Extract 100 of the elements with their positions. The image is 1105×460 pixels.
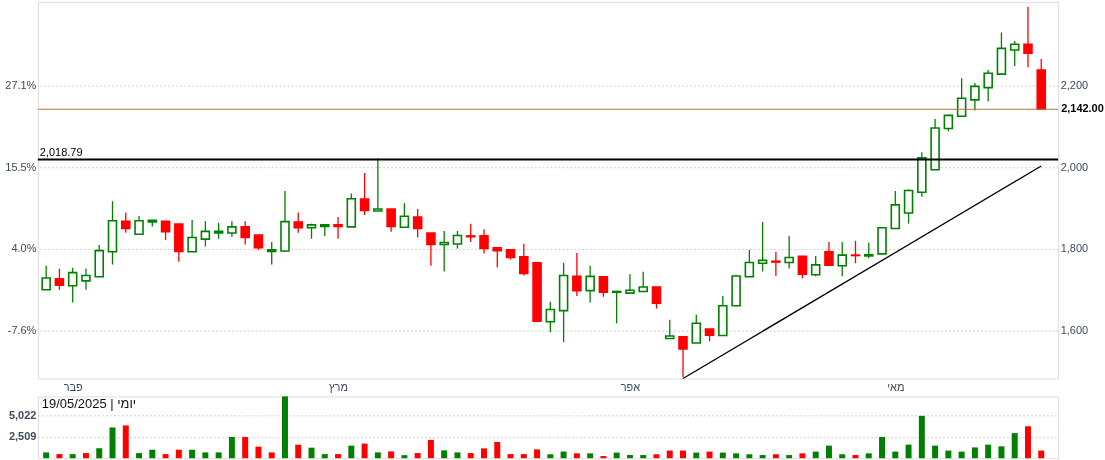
bar	[640, 455, 647, 459]
bar	[865, 453, 872, 459]
bar	[202, 452, 209, 459]
bar	[998, 446, 1005, 459]
y-tick-label: 1,600	[1060, 324, 1089, 337]
bar	[573, 453, 580, 459]
bar	[427, 439, 434, 459]
candlestick	[293, 211, 304, 234]
x-tick-label: מרץ	[329, 380, 348, 393]
ref-line-label: 2,018.79	[39, 145, 83, 158]
bar	[587, 453, 594, 459]
bar	[467, 453, 474, 459]
candlestick	[970, 82, 980, 112]
candlestick	[625, 273, 635, 294]
candlestick	[187, 219, 197, 253]
candlestick	[1023, 6, 1033, 68]
annotation: יומי | 19/05/2025	[41, 396, 137, 412]
bar	[799, 453, 806, 459]
bar	[918, 415, 925, 459]
bar	[520, 454, 527, 459]
candlestick	[824, 241, 834, 267]
bar	[162, 454, 169, 459]
candlestick	[572, 252, 582, 297]
candlestick	[399, 202, 410, 229]
y-tick-label: 1,800	[1060, 242, 1089, 255]
y2-tick-label: -7.6%	[7, 324, 37, 337]
candlestick	[956, 77, 967, 118]
bar	[295, 444, 302, 459]
bar	[905, 444, 912, 459]
ref-line-label: 2,142.00	[1061, 102, 1104, 115]
candlestick	[585, 265, 595, 304]
bar	[706, 451, 713, 459]
candlestick	[412, 208, 423, 239]
candlestick	[479, 228, 489, 255]
bar	[228, 436, 235, 459]
bar	[600, 456, 607, 459]
bar	[149, 449, 156, 459]
bar	[43, 452, 50, 459]
candlestick	[771, 251, 781, 277]
x-tick-label: מאי	[887, 380, 905, 393]
bar	[985, 444, 992, 459]
candlestick	[1009, 40, 1020, 67]
y2-tick-label: 27.1%	[5, 79, 37, 92]
candlestick	[691, 314, 702, 344]
bar	[825, 445, 832, 459]
bar	[746, 454, 753, 459]
bar	[666, 450, 673, 459]
bar	[255, 446, 262, 459]
x-tick-label: פבר	[63, 380, 84, 393]
bar	[361, 443, 368, 459]
candlestick	[664, 318, 675, 340]
bar	[613, 452, 620, 459]
y2-tick-label: 15.5%	[5, 161, 37, 174]
candlestick	[784, 235, 794, 270]
bar	[812, 451, 819, 459]
bar	[401, 455, 408, 459]
candlestick	[120, 211, 131, 234]
candlestick	[333, 216, 343, 240]
candlestick	[903, 188, 914, 225]
candlestick	[266, 241, 277, 266]
bar	[680, 450, 687, 459]
bar	[481, 448, 487, 459]
candlestick	[837, 241, 848, 277]
candlestick	[598, 275, 609, 298]
bar	[242, 436, 249, 459]
candlestick	[465, 222, 476, 243]
bar	[348, 445, 355, 459]
candlestick	[67, 267, 78, 304]
bar	[507, 454, 514, 459]
candlestick	[744, 249, 755, 278]
candlestick	[890, 190, 901, 230]
candlestick	[439, 230, 449, 273]
candlestick	[160, 220, 171, 241]
candlestick	[492, 246, 503, 268]
bar	[560, 451, 567, 459]
bar	[189, 449, 196, 459]
bar	[82, 453, 89, 459]
bar	[1011, 433, 1018, 459]
bar	[96, 448, 103, 459]
bar	[626, 455, 633, 459]
candlestick	[386, 208, 396, 233]
candlestick	[678, 336, 688, 378]
bar	[547, 454, 554, 459]
bar	[693, 452, 700, 459]
bar	[839, 454, 846, 459]
candlestick	[200, 220, 211, 248]
bar	[719, 452, 726, 459]
bar	[374, 452, 381, 459]
bar	[958, 451, 965, 459]
bar	[892, 451, 899, 459]
candlestick	[240, 220, 250, 246]
bar	[441, 450, 448, 459]
bar	[268, 452, 275, 459]
bar	[945, 450, 952, 459]
bar	[759, 455, 766, 459]
candlestick	[373, 157, 383, 212]
y-tick-label: 2,200	[1060, 79, 1089, 92]
candlestick	[983, 69, 993, 103]
bar	[122, 425, 129, 459]
bar	[879, 437, 886, 459]
